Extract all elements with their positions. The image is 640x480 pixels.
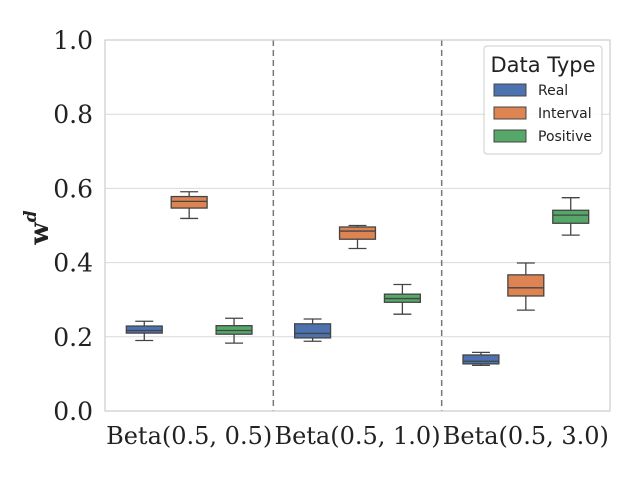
box-positive-3 [552, 197, 590, 236]
y-tick-label: 0.6 [53, 174, 93, 203]
x-tick-label: Beta(0.5, 0.5) [106, 422, 272, 450]
box-interval-1 [170, 191, 208, 220]
x-tick-labels: Beta(0.5, 0.5) Beta(0.5, 1.0) Beta(0.5, 3.… [106, 422, 609, 450]
box-interval-2 [338, 224, 377, 250]
legend-label-positive: Positive [538, 129, 592, 145]
iqr-box [338, 226, 377, 240]
legend: Data Type Real Interval Positive [483, 45, 603, 155]
box-real-1 [125, 320, 163, 342]
y-axis-label: wd [21, 210, 55, 245]
y-tick-label: 0.8 [53, 100, 93, 129]
y-tick-label: 0.2 [53, 323, 93, 352]
legend-swatch-positive [493, 129, 527, 143]
iqr-box [125, 325, 163, 334]
legend-frame [483, 45, 603, 155]
iqr-box [170, 195, 208, 209]
box-positive-1 [215, 317, 253, 344]
legend-items: Real Interval Positive [493, 83, 592, 145]
boxes [125, 191, 590, 367]
iqr-box [462, 354, 500, 365]
legend-label-real: Real [538, 83, 568, 99]
legend-swatch-real [493, 83, 527, 97]
box-interval-3 [507, 262, 545, 311]
box-real-3 [462, 351, 500, 367]
y-axis-label-base: w [25, 222, 55, 246]
y-tick-labels: 0.0 0.2 0.4 0.6 0.8 1.0 [53, 26, 93, 426]
legend-swatch-interval [493, 106, 527, 120]
iqr-box [507, 274, 545, 297]
x-tick-label: Beta(0.5, 3.0) [443, 422, 609, 450]
iqr-box [552, 209, 590, 224]
x-tick-label: Beta(0.5, 1.0) [274, 422, 440, 450]
iqr-box [294, 323, 332, 339]
y-tick-label: 0.0 [53, 397, 93, 426]
category-dividers [272, 40, 443, 411]
y-tick-label: 0.4 [53, 249, 93, 278]
box-positive-2 [383, 283, 421, 315]
y-tick-label: 1.0 [53, 26, 93, 55]
legend-label-interval: Interval [538, 106, 592, 122]
legend-title: Data Type [490, 53, 595, 77]
box-real-2 [294, 318, 332, 342]
y-axis-label-superscript: d [21, 210, 41, 222]
plot-frame [104, 39, 611, 412]
